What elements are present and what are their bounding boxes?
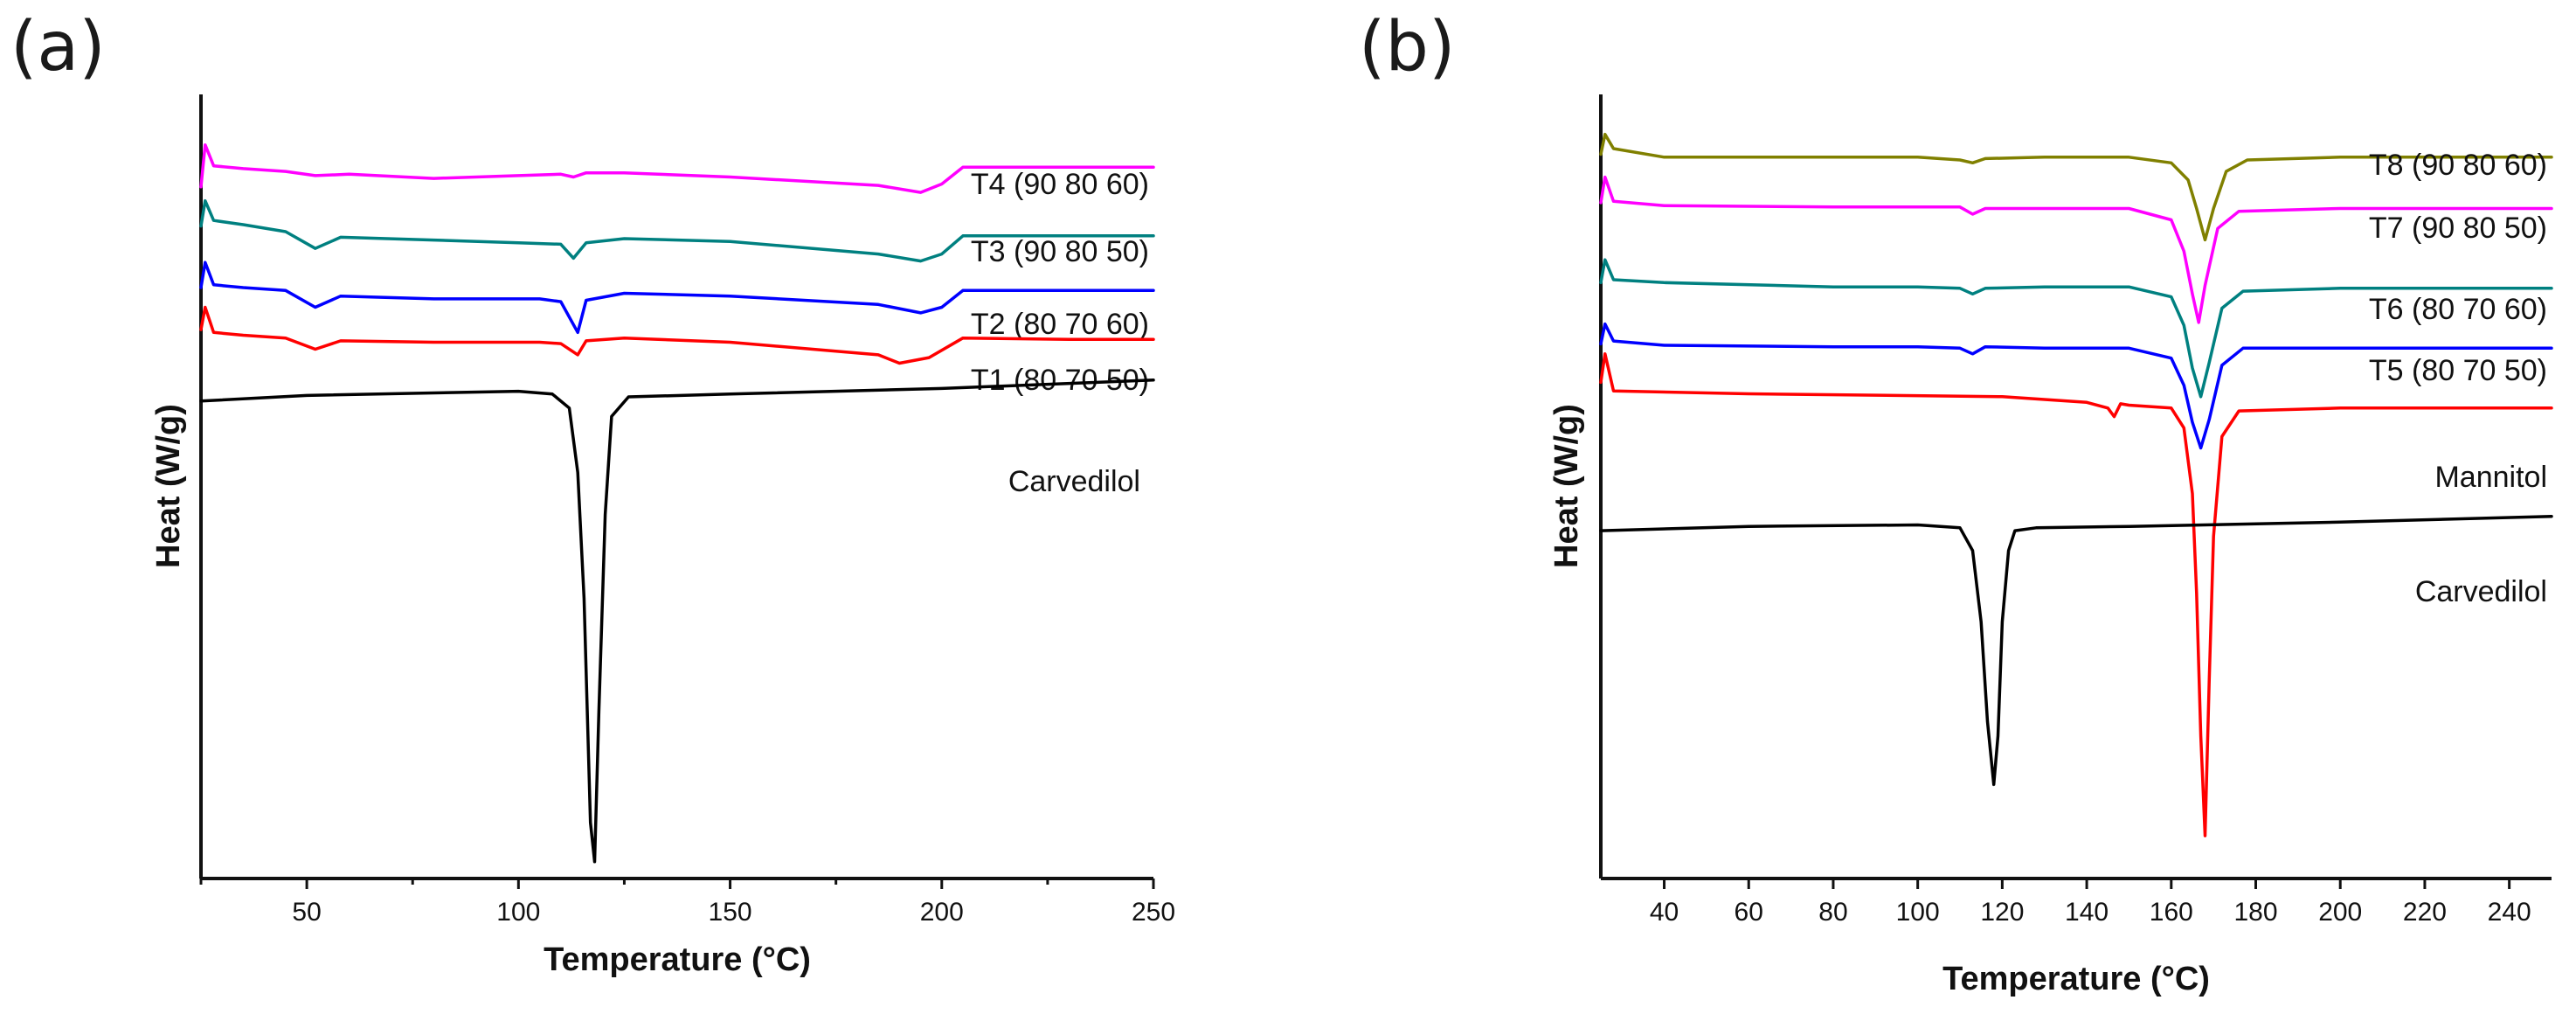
panel-b-series-label-t7: T7 (90 80 50) [2369,212,2547,245]
panel-b-series-t8 [1599,132,2553,242]
panel-a-y-axis-title: Heat (W/g) [150,404,187,568]
panel-a-series-label-t4: T4 (90 80 60) [971,168,1149,201]
panel-b-series-t7 [1599,175,2553,324]
panel-b-series-mannitol [1599,352,2553,837]
panel-b-series-label-carvedilol: Carvedilol [2415,575,2547,608]
panel-a-series-t3 [199,198,1155,263]
panel-b-x-axis-title: Temperature (°C) [1942,961,2210,997]
panel-b-series-carvedilol [1599,514,2553,787]
panel-a-series-t1 [199,305,1155,365]
panel-b-series-t6 [1599,258,2553,399]
panel-b-x-tick-label: 200 [2318,898,2362,927]
panel-b-x-tick-label: 140 [2065,898,2109,927]
panel-a-series-label-carvedilol: Carvedilol [1008,465,1140,498]
panel-a-x-tick-label: 50 [292,898,321,927]
panel-b-x-tick-label: 80 [1818,898,1847,927]
panel-a-x-axis-title: Temperature (°C) [544,941,811,978]
panel-a-chart: (a) 50 100 150 200 250 Temperature (°C) Heat (W… [10,8,1175,978]
panel-a-x-tick-label: 150 [709,898,752,927]
panel-a-x-tick-label: 200 [920,898,964,927]
panel-b-y-axis-title: Heat (W/g) [1548,404,1585,568]
panel-a-x-tick-label: 100 [496,898,540,927]
panel-b-x-tick-label: 220 [2403,898,2447,927]
panel-a-series-label-t2: T2 (80 70 60) [971,308,1149,341]
panel-a-series-label-t3: T3 (90 80 50) [971,235,1149,268]
panel-b-series-label-t6: T6 (80 70 60) [2369,293,2547,326]
panel-b-x-tick-label: 180 [2233,898,2277,927]
panel-b-chart: (b) 40 60 80 100 120 140 160 180 200 220 240 Tempera… [1359,8,2553,997]
panel-b-x-tick-label: 240 [2488,898,2531,927]
panel-a-series-t2 [199,260,1155,335]
panel-b-x-tick-label: 120 [1980,898,2024,927]
panel-b-series-t5 [1599,322,2553,450]
panel-a-x-tick-label: 250 [1132,898,1175,927]
panel-b-series-label-t8: T8 (90 80 60) [2369,149,2547,182]
panel-b-series-label-mannitol: Mannitol [2434,461,2547,494]
panel-b-x-tick-label: 60 [1735,898,1763,927]
panel-b-x-tick-label: 100 [1896,898,1940,927]
panel-a-label: (a) [10,8,106,87]
panel-b-label: (b) [1359,8,1455,87]
panel-b-series-label-t5: T5 (80 70 50) [2369,354,2547,387]
panel-a-series-carvedilol [199,379,1155,864]
panel-b-x-tick-label: 160 [2150,898,2193,927]
panel-b-x-tick-label: 40 [1650,898,1679,927]
panel-a-series-t4 [199,142,1155,194]
